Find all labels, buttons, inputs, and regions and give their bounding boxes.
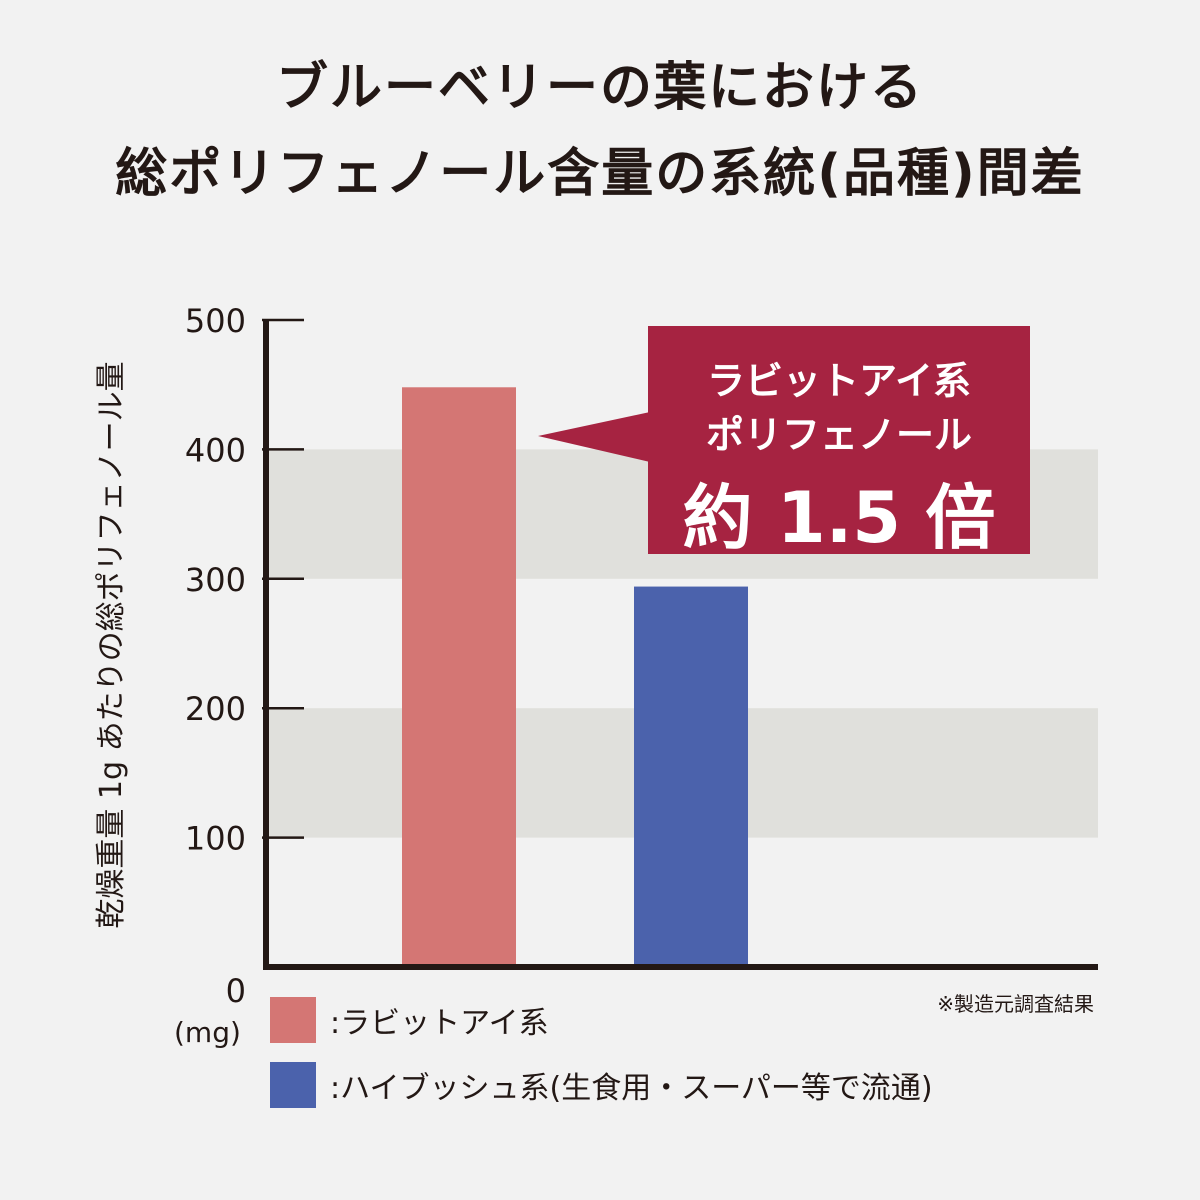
chart-title-line-2: 総ポリフェノール含量の系統(品種)間差 bbox=[115, 144, 1085, 204]
y-tick-label-0: 0 bbox=[226, 972, 246, 1010]
y-tick-label-300: 300 bbox=[185, 561, 246, 599]
legend-label-highbush: :ハイブッシュ系(生食用・スーパー等で流通) bbox=[330, 1071, 933, 1106]
y-tick-label-400: 400 bbox=[185, 431, 246, 469]
legend-item-highbush: :ハイブッシュ系(生食用・スーパー等で流通) bbox=[270, 1062, 933, 1108]
callout-pointer bbox=[538, 412, 650, 462]
callout-line-2: ポリフェノール bbox=[705, 413, 972, 457]
y-tick-label-200: 200 bbox=[185, 690, 246, 728]
y-tick-label-100: 100 bbox=[185, 820, 246, 858]
chart-title-line-1: ブルーベリーの葉における bbox=[275, 58, 924, 118]
legend-label-rabbiteye: :ラビットアイ系 bbox=[330, 1006, 549, 1041]
legend-swatch-rabbiteye bbox=[270, 997, 316, 1043]
bar-0 bbox=[402, 387, 516, 968]
callout-box bbox=[648, 326, 1030, 554]
legend-item-rabbiteye: :ラビットアイ系 bbox=[270, 997, 549, 1043]
y-axis-unit: (mg) bbox=[174, 1016, 241, 1049]
y-tick-label-500: 500 bbox=[185, 302, 246, 340]
legend-swatch-highbush bbox=[270, 1062, 316, 1108]
callout-line-1: ラビットアイ系 bbox=[706, 359, 972, 403]
y-axis-label: 乾燥重量 1g あたりの総ポリフェノール量 bbox=[94, 361, 129, 929]
source-note: ※製造元調査結果 bbox=[937, 992, 1094, 1016]
callout-line-3: 約 1.5 倍 bbox=[682, 477, 996, 559]
bar-1 bbox=[634, 586, 748, 967]
